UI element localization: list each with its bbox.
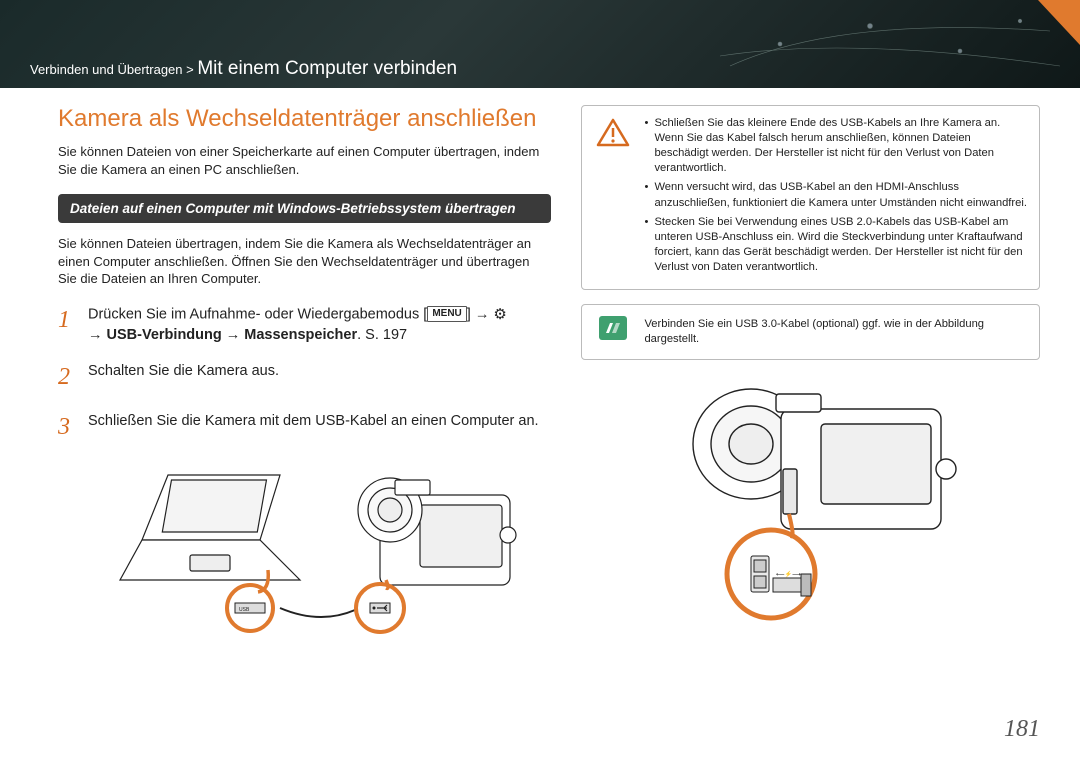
section-title: Kamera als Wechseldatenträger anschließe… bbox=[58, 105, 551, 133]
page-number: 181 bbox=[1004, 716, 1040, 743]
right-column: Schließen Sie das kleinere Ende des USB-… bbox=[581, 105, 1040, 635]
warning-item: Stecken Sie bei Verwendung eines USB 2.0… bbox=[644, 215, 1027, 275]
step-number: 2 bbox=[58, 361, 76, 395]
camera-usb3-illustration: ⟵⚡⟶ bbox=[661, 374, 961, 634]
warning-box: Schließen Sie das kleinere Ende des USB-… bbox=[581, 105, 1040, 290]
tip-text: Verbinden Sie ein USB 3.0-Kabel (optiona… bbox=[644, 318, 984, 345]
step-text: Schalten Sie die Kamera aus. bbox=[88, 361, 279, 395]
step-number: 1 bbox=[58, 304, 76, 345]
subsection-header: Dateien auf einen Computer mit Windows-B… bbox=[58, 194, 551, 223]
svg-text:USB: USB bbox=[239, 607, 250, 613]
laptop-camera-illustration: USB bbox=[90, 460, 520, 635]
breadcrumb-title: Mit einem Computer verbinden bbox=[197, 58, 457, 79]
step-list: 1 Drücken Sie im Aufnahme- oder Wiederga… bbox=[58, 304, 551, 444]
breadcrumb-prefix: Verbinden und Übertragen > bbox=[30, 62, 197, 77]
step-number: 3 bbox=[58, 411, 76, 445]
breadcrumb: Verbinden und Übertragen > Mit einem Com… bbox=[30, 58, 457, 80]
step-3: 3 Schließen Sie die Kamera mit dem USB-K… bbox=[58, 411, 551, 445]
subsection-intro: Sie können Dateien übertragen, indem Sie… bbox=[58, 235, 551, 288]
menu-icon: MENU bbox=[427, 306, 466, 322]
warning-icon bbox=[596, 118, 630, 148]
step-text: Schließen Sie die Kamera mit dem USB-Kab… bbox=[88, 411, 539, 445]
note-icon bbox=[596, 313, 630, 343]
svg-text:⟵⚡⟶: ⟵⚡⟶ bbox=[776, 570, 801, 578]
content-area: Kamera als Wechseldatenträger anschließe… bbox=[58, 105, 1040, 635]
gear-icon: ⚙ bbox=[493, 306, 506, 323]
decorative-sparkles bbox=[720, 6, 1060, 82]
tip-box: Verbinden Sie ein USB 3.0-Kabel (optiona… bbox=[581, 304, 1040, 360]
warning-item: Wenn versucht wird, das USB-Kabel an den… bbox=[644, 180, 1027, 210]
step-1: 1 Drücken Sie im Aufnahme- oder Wiederga… bbox=[58, 304, 551, 345]
step-text: Drücken Sie im Aufnahme- oder Wiedergabe… bbox=[88, 304, 507, 345]
left-column: Kamera als Wechseldatenträger anschließe… bbox=[58, 105, 551, 635]
warning-item: Schließen Sie das kleinere Ende des USB-… bbox=[644, 116, 1027, 176]
step-2: 2 Schalten Sie die Kamera aus. bbox=[58, 361, 551, 395]
intro-text: Sie können Dateien von einer Speicherkar… bbox=[58, 143, 551, 178]
